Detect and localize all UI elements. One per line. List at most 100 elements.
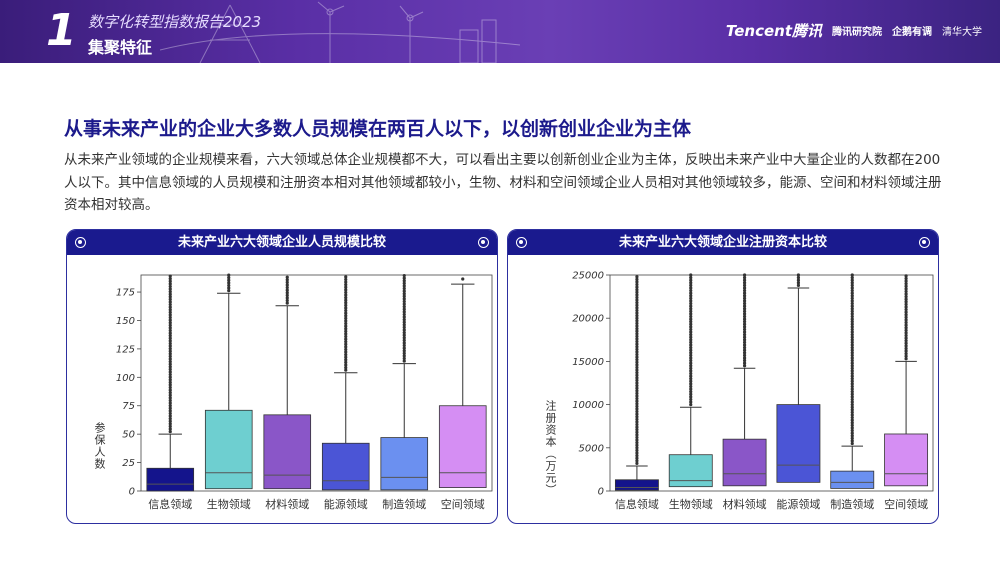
outlier-point <box>344 283 348 287</box>
outlier-point <box>344 311 348 315</box>
y-tick-label: 25 <box>122 458 135 469</box>
boxplot-headcount: 0 25 50 75 100 125 150 175 信息领域 生物领域 材料领域 能源领域 制造领域 空… <box>116 273 493 511</box>
outlier-point <box>689 320 693 324</box>
outlier-point <box>904 354 908 358</box>
outlier-point <box>635 422 639 427</box>
outlier-point <box>689 374 693 378</box>
outlier-point <box>635 386 639 390</box>
outlier-point <box>850 392 854 396</box>
outlier-point <box>402 330 406 335</box>
bullet-icon <box>75 237 86 248</box>
outlier-point <box>635 459 639 463</box>
penguin-survey-logo: 企鹅有调 <box>892 27 932 38</box>
outlier-point <box>344 355 348 359</box>
outlier-point <box>850 387 854 391</box>
outlier-point <box>344 347 348 352</box>
outlier-point <box>796 273 801 277</box>
outlier-point <box>402 356 406 361</box>
outlier-point <box>850 403 854 407</box>
outlier-point <box>850 395 854 399</box>
outlier-point <box>850 283 854 287</box>
outlier-point <box>402 310 406 314</box>
outlier-point <box>402 292 406 296</box>
outlier-point <box>742 299 747 303</box>
outlier-point <box>285 283 289 287</box>
outlier-point <box>635 326 639 331</box>
box <box>776 404 821 483</box>
outlier-point <box>742 356 747 360</box>
outlier-point <box>344 350 348 354</box>
outlier-point <box>689 366 693 370</box>
outlier-point <box>168 359 172 364</box>
outlier-point <box>689 283 693 287</box>
outlier-point <box>402 281 406 285</box>
outlier-point <box>227 286 231 290</box>
outlier-point <box>796 278 801 282</box>
bullet-icon <box>919 237 930 248</box>
outlier-point <box>168 362 172 366</box>
outlier-point <box>168 396 172 400</box>
outlier-point <box>635 443 639 447</box>
outlier-point <box>635 347 639 351</box>
outlier-point <box>168 352 172 356</box>
box <box>830 470 875 489</box>
outlier-point <box>635 420 639 424</box>
outlier-point <box>168 385 172 390</box>
y-tick-label: 25000 <box>572 271 604 282</box>
outlier-point <box>689 335 693 339</box>
outlier-point <box>850 408 854 412</box>
outlier-point <box>742 294 747 298</box>
outlier-point <box>168 375 172 379</box>
outlier-point <box>742 291 747 295</box>
outlier-point <box>168 378 172 382</box>
outlier-point <box>904 300 908 304</box>
outlier-point <box>344 275 348 279</box>
outlier-point <box>742 345 747 350</box>
outlier-point <box>402 286 406 291</box>
outlier-point <box>850 286 854 290</box>
outlier-point <box>850 314 854 319</box>
outlier-point <box>850 366 854 370</box>
outlier-point <box>285 288 289 292</box>
outlier-point <box>904 328 908 332</box>
x-tick-label: 生物领域 <box>207 497 251 511</box>
outlier-point <box>635 311 639 315</box>
outlier-point <box>227 283 231 288</box>
tencent-logo: Tencent腾讯 <box>725 22 822 40</box>
outlier-point <box>850 358 854 363</box>
outlier-point <box>402 305 406 309</box>
outlier-point <box>168 419 172 423</box>
outlier-point <box>850 382 854 386</box>
outlier-point <box>689 312 693 316</box>
outlier-point <box>689 304 693 308</box>
outlier-point <box>635 316 639 320</box>
outlier-point <box>402 325 406 329</box>
outlier-point <box>635 404 639 408</box>
outlier-point <box>850 340 854 344</box>
outlier-point <box>850 301 854 306</box>
outlier-point <box>285 296 289 300</box>
outlier-point <box>168 391 172 395</box>
outlier-point <box>904 346 908 351</box>
outlier-point <box>635 396 639 401</box>
outlier-point <box>689 369 693 373</box>
outlier-point <box>168 383 172 387</box>
outlier-point <box>285 293 289 297</box>
outlier-point <box>635 365 639 370</box>
outlier-point <box>344 324 348 328</box>
outlier-point <box>850 418 854 422</box>
outlier-point <box>850 312 854 316</box>
outlier-point <box>168 398 172 403</box>
y-tick-label: 0 <box>598 487 604 498</box>
outlier-point <box>850 338 854 342</box>
outlier-point <box>635 433 639 437</box>
outlier-point <box>635 314 639 318</box>
outlier-point <box>850 364 854 368</box>
outlier-point <box>168 365 172 369</box>
outlier-point <box>742 286 747 290</box>
outlier-point <box>635 376 639 380</box>
outlier-point <box>285 285 289 290</box>
outlier-point <box>635 448 639 452</box>
outlier-point <box>635 383 639 388</box>
outlier-point <box>850 345 854 350</box>
